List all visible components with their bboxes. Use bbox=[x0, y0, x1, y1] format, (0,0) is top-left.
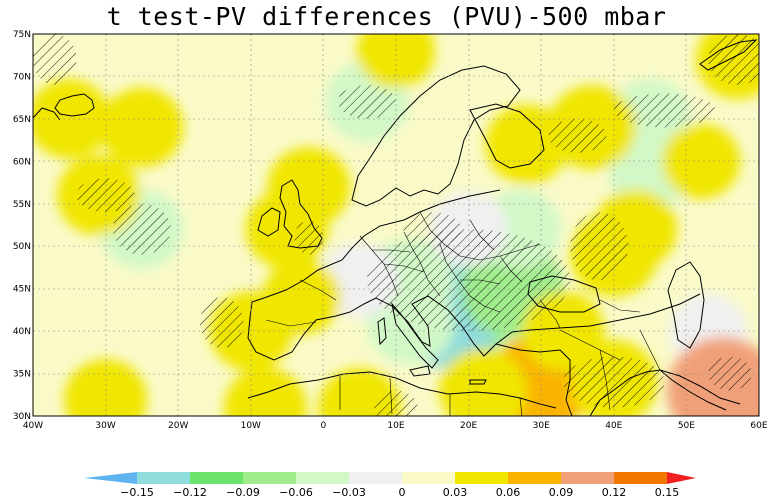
colorbar-swatch bbox=[190, 472, 243, 484]
lon-tick-label: 10W bbox=[241, 421, 261, 431]
hatched-region bbox=[708, 356, 752, 391]
hatched-region bbox=[294, 220, 324, 255]
coastline-levant bbox=[495, 343, 573, 416]
lon-tick-label: 40W bbox=[23, 421, 43, 431]
colorbar-swatch bbox=[243, 472, 296, 484]
coastline-novaya-zemlya bbox=[699, 39, 758, 71]
coastline-europe bbox=[247, 189, 701, 361]
hatched-region bbox=[548, 118, 607, 153]
significance-hatching bbox=[33, 34, 759, 416]
anomaly-blob bbox=[356, 34, 436, 89]
hatched-region bbox=[33, 34, 77, 85]
colorbar-swatch bbox=[561, 472, 614, 484]
lat-tick-label: 45N bbox=[13, 285, 31, 295]
hatched-region bbox=[562, 356, 665, 408]
hatched-region bbox=[374, 390, 418, 416]
colorbar-arrow-right bbox=[667, 472, 696, 484]
colorbar-swatch bbox=[455, 472, 508, 484]
hatched-region bbox=[337, 84, 396, 119]
coastline-finland bbox=[469, 103, 545, 169]
lon-tick-label: 60E bbox=[750, 421, 767, 431]
lat-tick-label: 35N bbox=[13, 370, 31, 380]
coastline-north-africa bbox=[247, 371, 557, 409]
colorbar-label: 0.06 bbox=[496, 486, 521, 499]
lon-tick-label: 10E bbox=[387, 421, 404, 431]
colorbar-label: 0.09 bbox=[549, 486, 574, 499]
map-title: t test-PV differences (PVU)-500 mbar bbox=[106, 2, 667, 31]
colorbar-swatch bbox=[137, 472, 190, 484]
lat-tick-label: 50N bbox=[13, 242, 31, 252]
border-lines bbox=[265, 211, 661, 416]
colorbar-label: 0 bbox=[399, 486, 406, 499]
anomaly-blob bbox=[223, 367, 307, 416]
hatched-region bbox=[112, 203, 171, 255]
coastline-caspian bbox=[667, 261, 705, 349]
lat-tick-label: 60N bbox=[13, 157, 31, 167]
lat-tick-label: 75N bbox=[13, 30, 31, 40]
coastline-scandinavia bbox=[351, 65, 521, 207]
coastline-italy bbox=[391, 302, 439, 369]
lat-tick-label: 30N bbox=[13, 412, 31, 422]
coastlines bbox=[33, 39, 758, 416]
colorbar-swatch bbox=[349, 472, 402, 484]
colorbar-label: 0.12 bbox=[602, 486, 627, 499]
hatched-region bbox=[403, 212, 462, 247]
anomaly-blob bbox=[661, 123, 741, 199]
lon-tick-label: 20W bbox=[168, 421, 188, 431]
hatched-region bbox=[199, 297, 244, 349]
anomaly-blob bbox=[64, 359, 148, 416]
country-borders bbox=[265, 211, 661, 416]
lon-tick-label: 40E bbox=[605, 421, 622, 431]
colorbar-swatch bbox=[402, 472, 455, 484]
lon-tick-label: 0 bbox=[321, 421, 327, 431]
coastline-ireland bbox=[257, 207, 281, 237]
anomaly-blob bbox=[439, 348, 528, 416]
coastline-arabia bbox=[589, 369, 741, 416]
lon-tick-label: 20E bbox=[460, 421, 477, 431]
lon-tick-label: 50E bbox=[678, 421, 695, 431]
colorbar-label: 0.15 bbox=[655, 486, 680, 499]
coastline-gulf bbox=[659, 369, 727, 411]
lon-tick-label: 30E bbox=[533, 421, 550, 431]
colorbar-label: −0.15 bbox=[120, 486, 154, 499]
hatched-region bbox=[613, 93, 716, 128]
map-area bbox=[33, 34, 759, 416]
coastline-greenland bbox=[33, 107, 61, 121]
colorbar-label: 0.03 bbox=[443, 486, 468, 499]
colorbar-label: −0.12 bbox=[173, 486, 207, 499]
colorbar-swatch bbox=[296, 472, 349, 484]
colorbar-swatch bbox=[508, 472, 561, 484]
lat-tick-label: 70N bbox=[13, 72, 31, 82]
colorbar-label: −0.09 bbox=[226, 486, 260, 499]
colorbar-label: −0.06 bbox=[279, 486, 313, 499]
anomaly-blob bbox=[485, 104, 569, 185]
lon-tick-label: 30W bbox=[95, 421, 115, 431]
coastline-black-sea bbox=[527, 275, 601, 313]
coastline-iceland bbox=[54, 93, 95, 117]
map-frame bbox=[32, 33, 760, 417]
lat-tick-label: 55N bbox=[13, 200, 31, 210]
colorbar: −0.15 −0.12 −0.09 −0.06 −0.03 0 0.03 0.06 0.09 0.… bbox=[84, 472, 696, 499]
anomaly-blob bbox=[267, 147, 351, 227]
hatched-region bbox=[708, 34, 759, 85]
hatched-region bbox=[76, 178, 135, 213]
colorbar-swatch bbox=[614, 472, 667, 484]
colorbar-label: −0.03 bbox=[332, 486, 366, 499]
lat-tick-label: 65N bbox=[13, 115, 31, 125]
anomaly-blob bbox=[100, 87, 184, 168]
graticule bbox=[33, 34, 759, 416]
colorbar-arrow-left bbox=[84, 472, 137, 484]
lat-tick-label: 40N bbox=[13, 327, 31, 337]
anomaly-blob bbox=[262, 259, 341, 335]
